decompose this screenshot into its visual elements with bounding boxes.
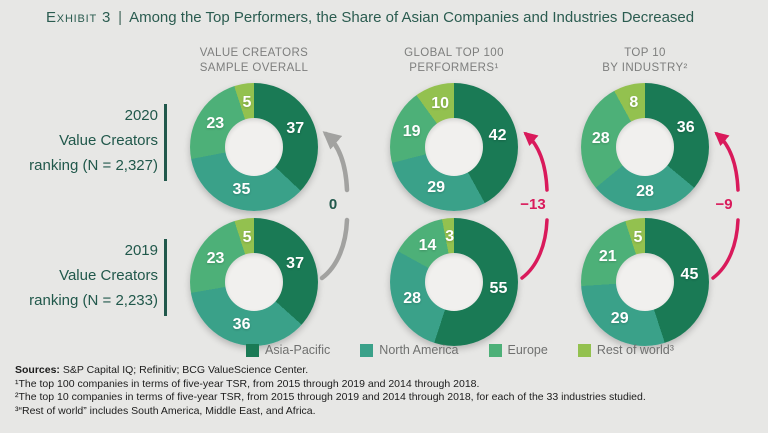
sources-label: Sources: [15, 364, 60, 376]
donut-value-label: 5 [633, 228, 643, 246]
row-label-line3: ranking (N = 2,327) [29, 157, 158, 174]
donut-value-label: 36 [232, 316, 251, 334]
donut-2019-top-10-by-industry: 45 29 21 5 [581, 218, 709, 346]
legend-swatch-asia-pacific [246, 343, 259, 357]
donut-value-label: 14 [418, 236, 437, 254]
donut-hole [225, 253, 283, 311]
footnote-2: ²The top 10 companies in terms of five-y… [15, 391, 646, 403]
donut-value-label: 21 [598, 247, 617, 265]
donut-value-label: 36 [676, 118, 695, 136]
legend-label: Rest of world³ [596, 343, 674, 357]
exhibit-title: Exhibit 3 | Among the Top Performers, the … [46, 9, 694, 26]
exhibit-number: Exhibit 3 [46, 9, 112, 26]
donut-value-label: 37 [286, 120, 305, 138]
title-text: Among the Top Performers, the Share of A… [129, 9, 695, 26]
donut-value-label: 23 [206, 115, 225, 133]
row-year: 2019 [124, 242, 158, 259]
row-year: 2020 [124, 107, 158, 124]
row-rule-2020 [164, 104, 167, 181]
footnote-1: ¹The top 100 companies in terms of five-… [15, 377, 480, 390]
donut-2020-top-10-by-industry: 36 28 28 8 [581, 83, 709, 211]
donut-value-label: 3 [445, 228, 455, 246]
donut-value-label: 28 [591, 129, 610, 147]
donut-value-label: 5 [242, 228, 252, 246]
column-header-line2: PERFORMERS¹ [409, 62, 499, 74]
row-label-2019: 2019 Value Creators ranking (N = 2,233) [0, 238, 158, 313]
legend-item-north-america: North America [360, 343, 459, 357]
legend-swatch-north-america [360, 343, 374, 357]
change-value-top-10-by-industry: −9 [715, 196, 733, 213]
donut-value-label: 45 [680, 265, 699, 283]
column-header-top-10-by-industry: TOP 10 BY INDUSTRY² [555, 46, 735, 76]
donut-value-label: 5 [242, 93, 252, 111]
column-header-line1: TOP 10 [624, 47, 666, 59]
column-header-line2: BY INDUSTRY² [602, 62, 688, 74]
donut-value-label: 10 [431, 95, 449, 113]
donut-value-label: 23 [206, 249, 225, 267]
donut-value-label: 37 [286, 254, 304, 272]
footnote-3: ³“Rest of world” includes South America,… [15, 404, 316, 417]
column-header-line1: VALUE CREATORS [199, 47, 309, 59]
donut-value-label: 28 [636, 183, 654, 200]
legend-label: Europe [507, 343, 548, 357]
donut-value-label: 42 [488, 126, 507, 144]
donut-2019-global-top-100: 55 28 14 3 [390, 218, 518, 346]
column-header-sample-overall: VALUE CREATORS SAMPLE OVERALL [164, 46, 344, 76]
row-label-line2: Value Creators [59, 267, 158, 284]
donut-hole [425, 118, 483, 176]
legend-item-asia-pacific: Asia-Pacific [246, 343, 330, 357]
donut-value-label: 8 [629, 94, 639, 112]
donut-value-label: 35 [232, 181, 251, 199]
donut-value-label: 19 [402, 122, 421, 140]
change-arrow-top-10-by-industry [707, 128, 741, 284]
row-label-line2: Value Creators [59, 132, 158, 149]
sources-text: S&P Capital IQ; Refinitiv; BCG ValueScie… [59, 364, 309, 376]
sources-line: Sources: S&P Capital IQ; Refinitiv; BCG … [15, 364, 760, 378]
row-label-2020: 2020 Value Creators ranking (N = 2,327) [0, 103, 158, 178]
donut-2020-sample-overall: 37 35 23 5 [190, 83, 318, 211]
change-arrow-global-top-100 [516, 128, 550, 284]
donut-value-label: 28 [403, 289, 422, 307]
donut-hole [225, 118, 283, 176]
change-arrow-sample-overall [316, 128, 350, 284]
row-rule-2019 [164, 239, 167, 316]
row-label-line3: ranking (N = 2,233) [29, 292, 158, 309]
legend-swatch-rest-of-world [577, 343, 591, 357]
title-separator: | [118, 9, 123, 26]
donut-hole [616, 253, 674, 311]
legend-item-rest-of-world: Rest of world³ [577, 343, 674, 357]
change-value-sample-overall: 0 [328, 196, 338, 213]
change-value-global-top-100: −13 [520, 196, 546, 213]
legend-swatch-europe [488, 343, 502, 357]
donut-hole [425, 253, 483, 311]
legend-label: Asia-Pacific [265, 343, 331, 357]
donut-hole [616, 118, 674, 176]
column-header-line2: SAMPLE OVERALL [199, 62, 309, 74]
legend: Asia-Pacific North America Europe Rest o… [246, 343, 674, 357]
donut-value-label: 55 [489, 280, 508, 298]
donut-value-label: 29 [610, 310, 629, 328]
legend-item-europe: Europe [488, 343, 548, 357]
donut-2019-sample-overall: 37 36 23 5 [190, 218, 318, 346]
donut-value-label: 29 [427, 179, 446, 197]
column-header-global-top-100: GLOBAL TOP 100 PERFORMERS¹ [364, 46, 544, 76]
legend-label: North America [379, 343, 459, 357]
footer: Sources: S&P Capital IQ; Refinitiv; BCG … [15, 364, 760, 418]
donut-2020-global-top-100: 42 29 19 10 [390, 83, 518, 211]
column-header-line1: GLOBAL TOP 100 [404, 47, 504, 59]
